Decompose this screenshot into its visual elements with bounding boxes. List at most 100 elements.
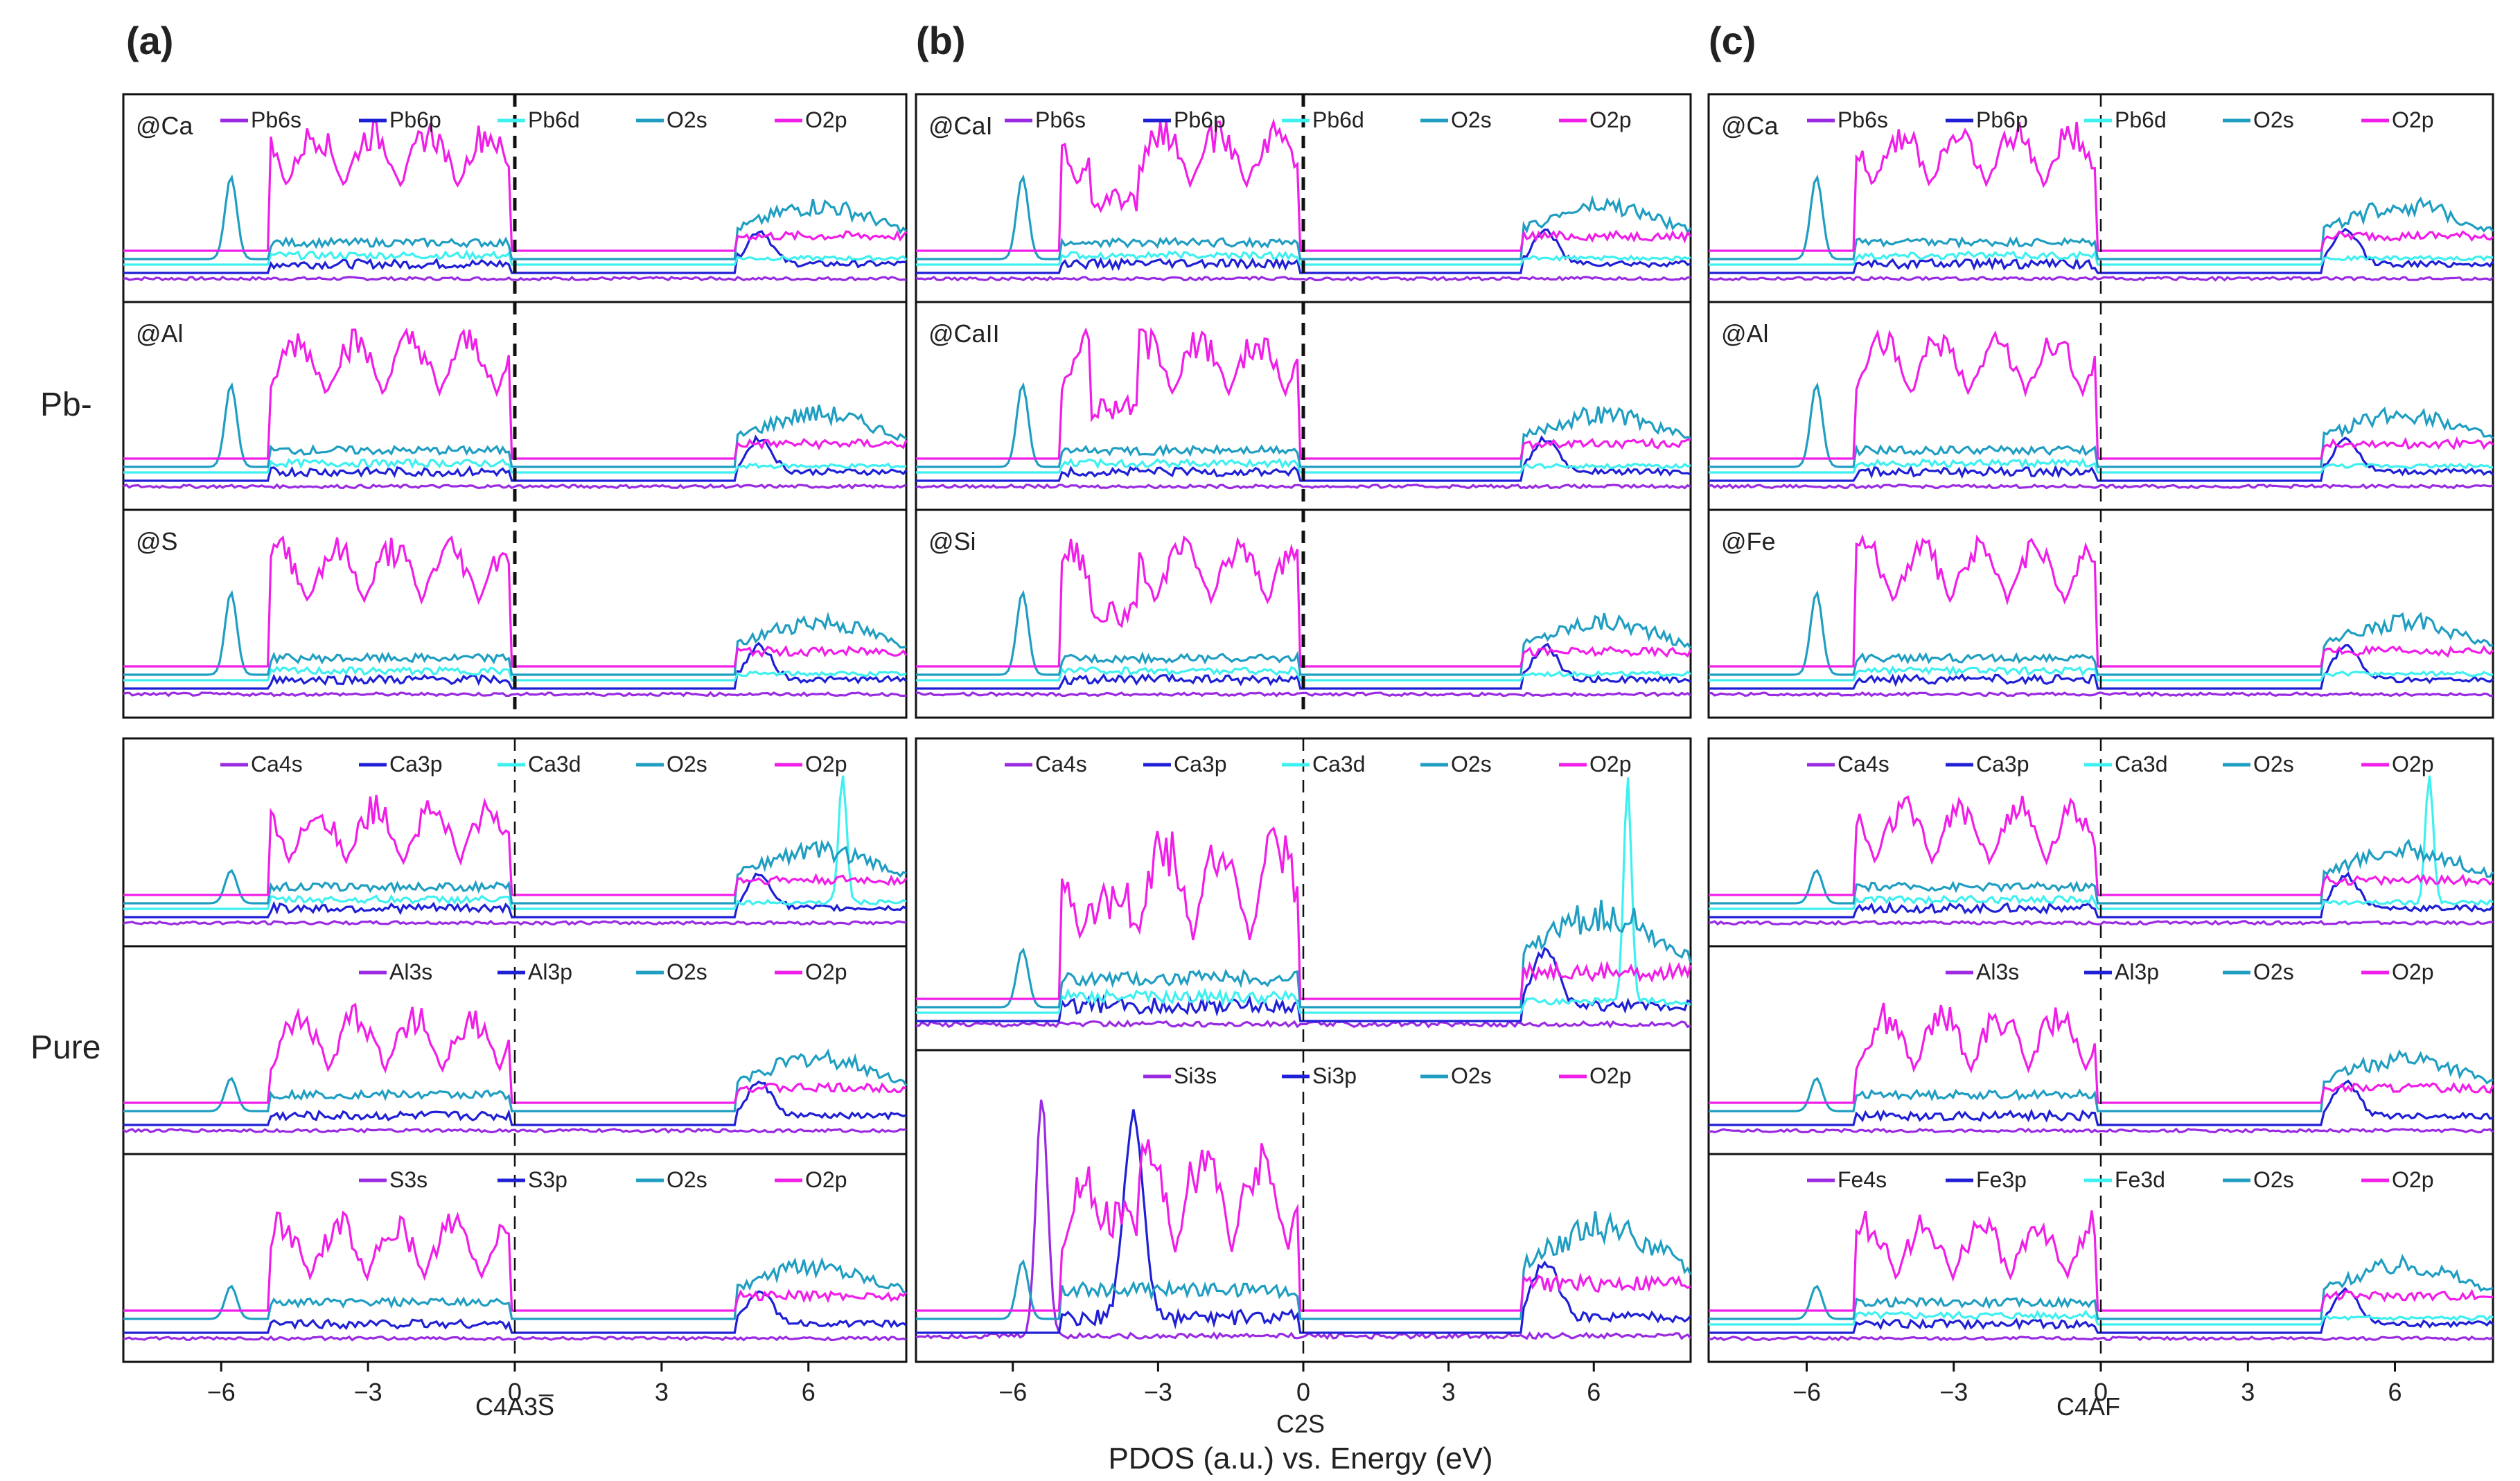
series-line-s: [1708, 1335, 2494, 1342]
panel-b-4: Si3s Si3p O2s O2p −6 −3 0 3 6: [915, 1049, 1692, 1406]
panel-b-0: @CaI Pb6s Pb6p Pb6d O2s O2p: [915, 93, 1692, 303]
series-line-O2s: [916, 589, 1692, 676]
series-line-s: [1708, 1127, 2494, 1134]
legend-label: Pb6d: [2115, 107, 2167, 132]
legend-label: Al3s: [389, 959, 432, 984]
legend-label: O2p: [805, 959, 847, 984]
x-tick-label: −6: [1792, 1378, 1821, 1406]
panel-a-0: @Ca Pb6s Pb6p Pb6d O2s O2p: [122, 93, 908, 303]
series-line-O2s: [123, 1257, 907, 1320]
series-line-O2s: [1709, 838, 2494, 905]
legend-label: Pb6p: [1976, 107, 2028, 132]
legend-label: O2p: [805, 107, 847, 132]
panel-a-1: @Al: [122, 301, 908, 511]
legend-label: O2s: [667, 1167, 707, 1192]
legend-label: O2s: [2253, 752, 2294, 777]
series-line-O2s: [1709, 1253, 2494, 1320]
panel-c-4: Al3s Al3p O2s O2p: [1707, 945, 2494, 1155]
legend-label: O2s: [1451, 107, 1492, 132]
legend-label: Ca4s: [1838, 752, 1889, 777]
legend-label: Al3s: [1976, 959, 2019, 984]
legend-label: Pb6p: [389, 107, 441, 132]
legend-label: O2p: [1589, 1063, 1631, 1088]
legend-label: Pb6s: [1035, 107, 1086, 132]
series-line-O2s: [916, 1211, 1692, 1320]
series-line-s: [915, 1099, 1692, 1340]
series-line-s: [123, 275, 907, 282]
series-line-s: [915, 691, 1692, 698]
legend-label: O2p: [2392, 1167, 2433, 1192]
panel-title: @Ca: [136, 112, 194, 140]
legend-label: O2p: [2392, 752, 2433, 777]
panel-c-1: @Al: [1707, 301, 2494, 511]
legend-label: Al3p: [2115, 959, 2159, 984]
panel-c-2: @Fe: [1707, 508, 2494, 719]
x-tick-label: 6: [802, 1378, 816, 1406]
x-tick-label: −3: [1144, 1378, 1172, 1406]
panel-c-0: @Ca Pb6s Pb6p Pb6d O2s O2p: [1707, 93, 2494, 303]
series-line-O2s: [123, 174, 908, 260]
series-line-O2s: [123, 382, 907, 468]
series-line-s: [915, 1019, 1691, 1029]
legend-label: O2s: [2253, 959, 2294, 984]
x-tick-label: 0: [2094, 1378, 2108, 1406]
legend-label: Fe4s: [1838, 1167, 1887, 1192]
x-tick-label: 6: [2388, 1378, 2402, 1406]
series-line-O2s: [1709, 589, 2494, 676]
panel-title: @Al: [1721, 319, 1769, 348]
x-tick-label: −3: [354, 1378, 382, 1406]
column-label-b: (b): [916, 19, 966, 62]
panel-title: @CaI: [928, 112, 993, 140]
legend-label: S3p: [528, 1167, 567, 1192]
legend-label: O2p: [805, 1167, 847, 1192]
panel-title: @Fe: [1721, 527, 1776, 556]
legend-label: O2p: [1589, 107, 1631, 132]
panel-title: @Al: [136, 319, 184, 348]
x-tick-label: 0: [508, 1378, 522, 1406]
legend-label: O2s: [2253, 107, 2294, 132]
legend-label: Si3p: [1312, 1063, 1357, 1088]
series-line-O2s: [1709, 382, 2494, 468]
legend-label: Pb6d: [528, 107, 580, 132]
series-line-O2s: [1709, 1049, 2494, 1112]
series-line-s: [123, 1127, 907, 1134]
legend-label: Ca3p: [389, 752, 443, 777]
legend-label: Fe3p: [1976, 1167, 2027, 1192]
legend-label: Ca3d: [1312, 752, 1366, 777]
legend-label: Fe3d: [2115, 1167, 2165, 1192]
series-line-s: [1708, 691, 2494, 698]
panel-title: @Si: [928, 527, 976, 556]
panel-b-3: Ca4s Ca3p Ca3d O2s O2p: [915, 737, 1692, 1052]
x-tick-label: 6: [1587, 1378, 1601, 1406]
x-tick-label: 3: [1442, 1378, 1456, 1406]
legend-label: Al3p: [528, 959, 572, 984]
series-line-O2s: [123, 1048, 908, 1112]
panel-title: @S: [136, 527, 178, 556]
xlabel-c: C4AF: [2056, 1392, 2120, 1421]
legend-label: O2s: [1451, 1063, 1492, 1088]
x-tick-label: −3: [1939, 1378, 1968, 1406]
panels-layer: @Ca Pb6s Pb6p Pb6d O2s O2p @Al @S Ca4s Ca3p Ca3d O2…: [122, 93, 2494, 1406]
legend-label: O2s: [667, 107, 707, 132]
legend-label: O2p: [2392, 959, 2433, 984]
series-line-O2s: [916, 899, 1692, 1009]
series-line-O2s: [123, 839, 907, 905]
legend-label: Ca4s: [251, 752, 303, 777]
legend-label: O2s: [667, 959, 707, 984]
legend-label: O2s: [1451, 752, 1492, 777]
x-tick-label: 0: [1296, 1378, 1310, 1406]
series-line-s: [1708, 919, 2494, 926]
legend-label: Ca3p: [1976, 752, 2029, 777]
panel-c-5: Fe4s Fe3p Fe3d O2s O2p −6 −3 0 3 6: [1707, 1153, 2494, 1406]
legend-label: Pb6s: [1838, 107, 1888, 132]
legend-label: Pb6p: [1174, 107, 1226, 132]
series-line-s: [915, 483, 1691, 490]
series-line-s: [123, 691, 907, 698]
panel-b-1: @CaII: [915, 301, 1692, 511]
column-label-c: (c): [1709, 19, 1756, 62]
x-tick-label: 3: [2241, 1378, 2255, 1406]
panel-b-2: @Si: [915, 508, 1692, 719]
legend-label: Pb6s: [251, 107, 301, 132]
series-line-O2s: [916, 174, 1692, 260]
